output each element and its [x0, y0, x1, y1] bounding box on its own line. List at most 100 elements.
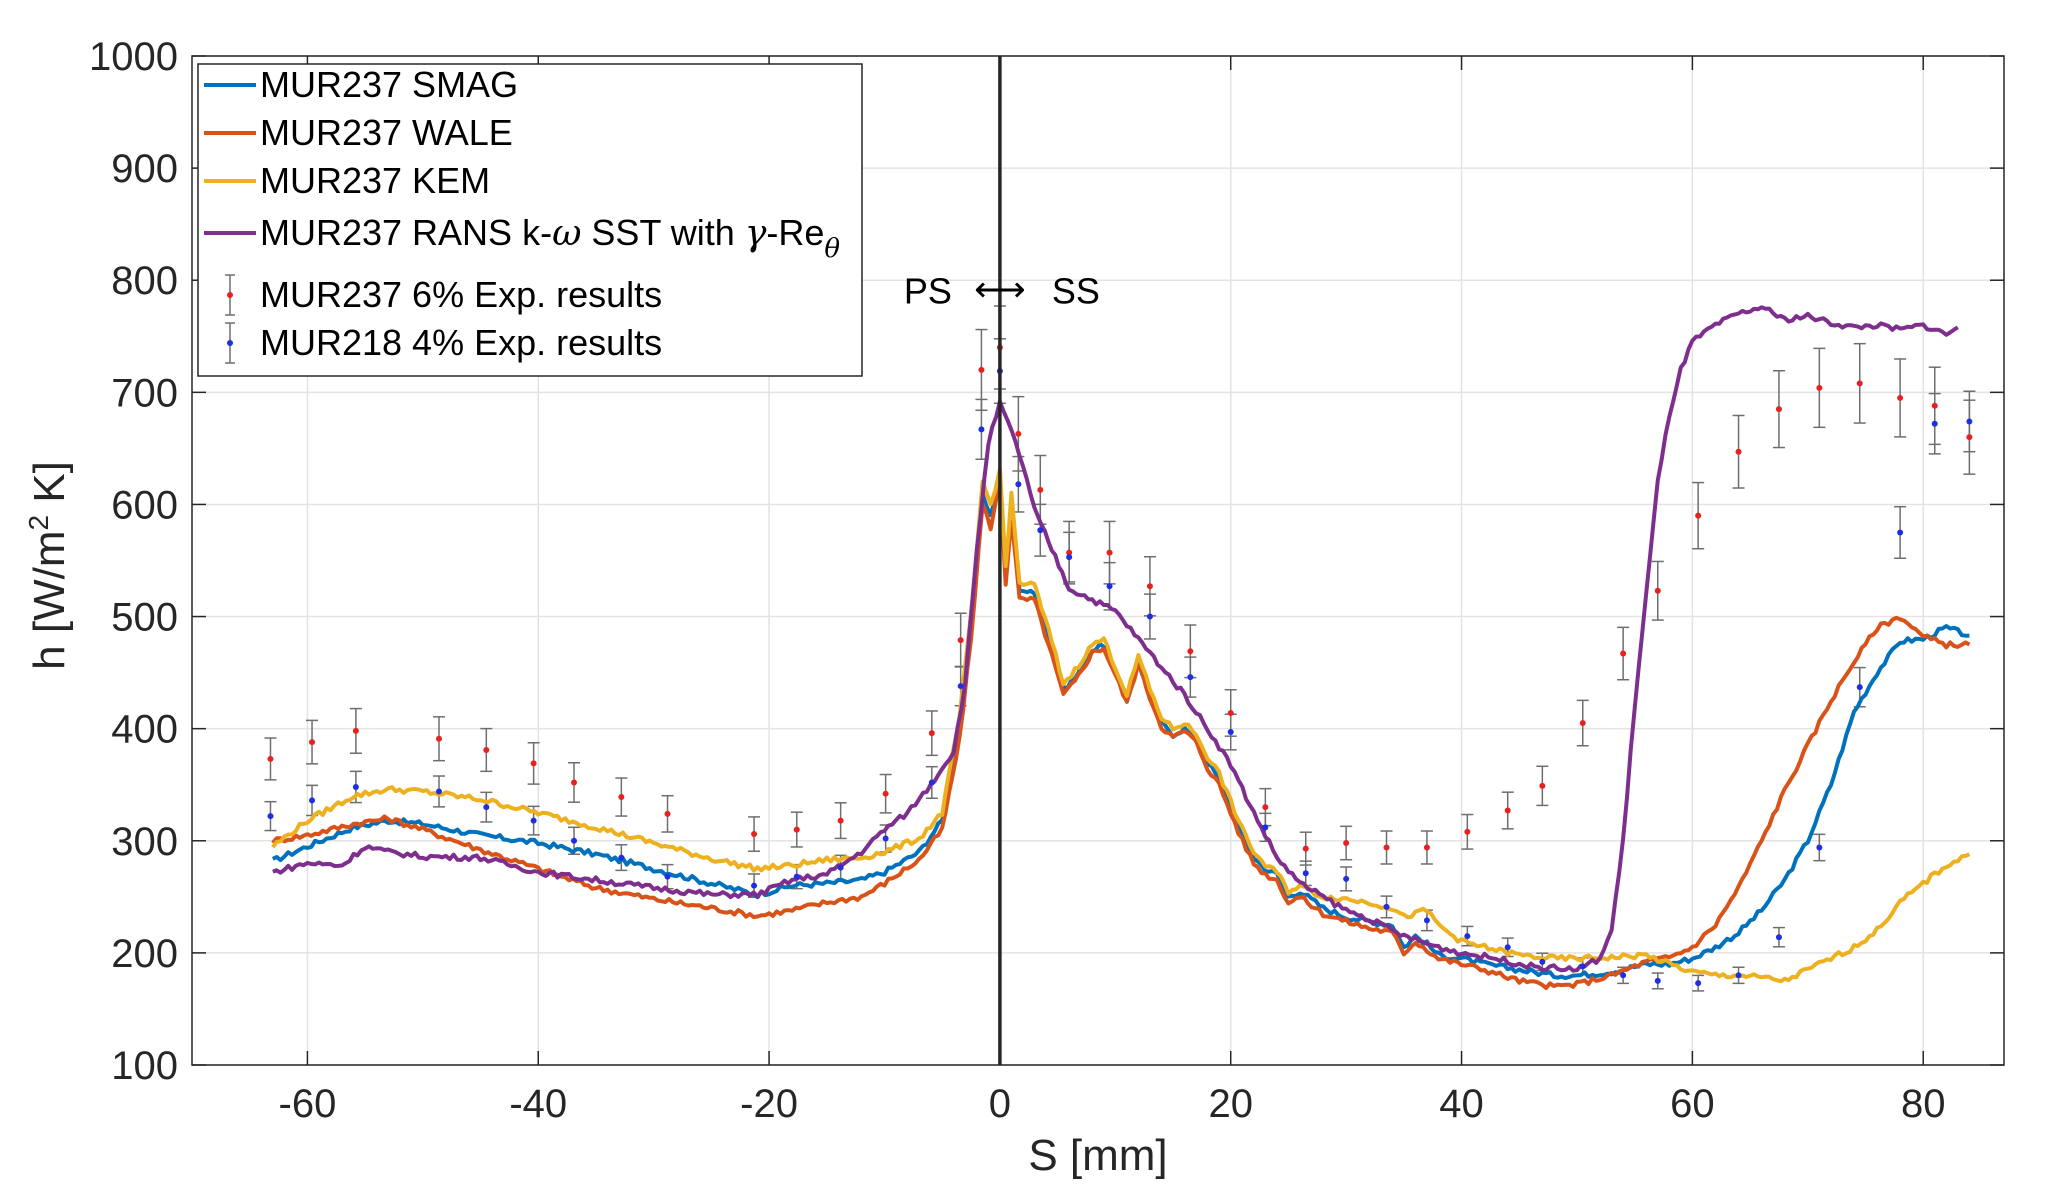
- data-point: [1037, 486, 1044, 493]
- data-point: [882, 790, 889, 797]
- series-line-3: [271, 467, 1971, 984]
- data-point: [1066, 554, 1073, 561]
- data-point: [1146, 583, 1153, 590]
- x-tick-label: 80: [1901, 1082, 1946, 1126]
- data-point: [1735, 972, 1742, 979]
- data-point: [751, 882, 758, 889]
- series-layer: [264, 305, 1976, 992]
- data-point: [530, 817, 537, 824]
- x-tick-label: -60: [279, 1082, 337, 1126]
- data-point: [1620, 972, 1627, 979]
- data-point: [1037, 527, 1044, 534]
- legend-item: MUR237 RANS k-ω SST with γ-Reθ: [204, 212, 840, 264]
- data-point: [1227, 709, 1234, 716]
- data-point: [1106, 549, 1113, 556]
- data-point: [1539, 782, 1546, 789]
- data-point: [882, 835, 889, 842]
- data-point: [793, 873, 800, 880]
- y-tick-label: 400: [111, 708, 178, 752]
- data-point: [618, 794, 625, 801]
- data-point: [1931, 420, 1938, 427]
- data-point: [1856, 380, 1863, 387]
- data-point: [978, 366, 985, 373]
- data-point: [267, 813, 274, 820]
- data-point: [1066, 549, 1073, 556]
- data-point: [1579, 720, 1586, 727]
- y-tick-label: 300: [111, 820, 178, 864]
- data-point: [1966, 434, 1973, 441]
- data-point: [1015, 481, 1022, 488]
- y-axis-label-tail: K]: [25, 461, 74, 515]
- data-point: [978, 426, 985, 433]
- legend-label: MUR237 6% Exp. results: [260, 274, 662, 315]
- data-point: [1187, 648, 1194, 655]
- data-point: [1735, 448, 1742, 455]
- y-tick-label: 800: [111, 259, 178, 303]
- data-point: [1146, 613, 1153, 620]
- data-point: [1423, 844, 1430, 851]
- axis-ticks: -60 -40 -20 0 20 40 60 80 100 200 300 400 500 600 700 8…: [89, 35, 2004, 1126]
- plot-frame: [191, 55, 2005, 1066]
- legend: MUR237 SMAG MUR237 WALE MUR237 KEM MUR237 R…: [197, 63, 863, 377]
- data-point: [928, 730, 935, 737]
- y-tick-label: 100: [111, 1044, 178, 1088]
- data-point: [483, 746, 490, 753]
- data-point: [957, 637, 964, 644]
- y-tick-label: 1000: [89, 35, 178, 79]
- data-point: [309, 797, 316, 804]
- data-point: [957, 683, 964, 690]
- data-point: [618, 854, 625, 861]
- legend-marker: [227, 292, 233, 298]
- data-point: [1966, 418, 1973, 425]
- data-point: [435, 735, 442, 742]
- data-point: [571, 779, 578, 786]
- data-point: [1227, 729, 1234, 736]
- x-tick-label: 20: [1208, 1082, 1253, 1126]
- x-tick-label: 40: [1439, 1082, 1484, 1126]
- legend-box: [197, 63, 863, 377]
- legend-label: MUR237 KEM: [260, 160, 490, 201]
- data-point: [1504, 944, 1511, 951]
- data-point: [1816, 384, 1823, 391]
- data-point: [530, 760, 537, 767]
- data-point: [1423, 917, 1430, 924]
- x-tick-label: -20: [740, 1082, 798, 1126]
- legend-marker: [227, 340, 233, 346]
- data-point: [1464, 828, 1471, 835]
- ps-ss-annotation: PS ⟷ SS: [904, 268, 1100, 311]
- data-point: [1302, 845, 1309, 852]
- y-tick-label: 500: [111, 596, 178, 640]
- legend-item: MUR237 KEM: [204, 160, 490, 201]
- series-line-4: [272, 305, 1959, 973]
- data-point: [1897, 529, 1904, 536]
- data-point: [1695, 512, 1702, 519]
- data-point: [751, 831, 758, 838]
- ss-label: SS: [1052, 270, 1100, 311]
- y-axis-label-main: h [W/m: [25, 531, 74, 670]
- data-point: [1015, 430, 1022, 437]
- y-tick-label: 200: [111, 932, 178, 976]
- data-point: [793, 826, 800, 833]
- y-axis-label: h [W/m2 K]: [23, 461, 74, 670]
- data-point: [837, 864, 844, 871]
- data-point: [352, 783, 359, 790]
- legend-label: MUR218 4% Exp. results: [260, 322, 662, 363]
- data-point: [1343, 840, 1350, 847]
- data-point: [1775, 934, 1782, 941]
- legend-item: MUR237 WALE: [204, 112, 513, 153]
- legend-item: MUR237 6% Exp. results: [225, 274, 662, 316]
- data-point: [1856, 684, 1863, 691]
- data-point: [1343, 875, 1350, 882]
- double-arrow-icon: ⟷: [974, 268, 1026, 309]
- data-point: [267, 755, 274, 762]
- x-tick-label: -40: [509, 1082, 567, 1126]
- data-point: [664, 873, 671, 880]
- data-point: [571, 837, 578, 844]
- data-point: [1187, 674, 1194, 681]
- data-point: [664, 810, 671, 817]
- legend-label: MUR237 WALE: [260, 112, 513, 153]
- y-axis-label-sup: 2: [23, 515, 54, 531]
- data-point: [1106, 583, 1113, 590]
- ps-label: PS: [904, 270, 952, 311]
